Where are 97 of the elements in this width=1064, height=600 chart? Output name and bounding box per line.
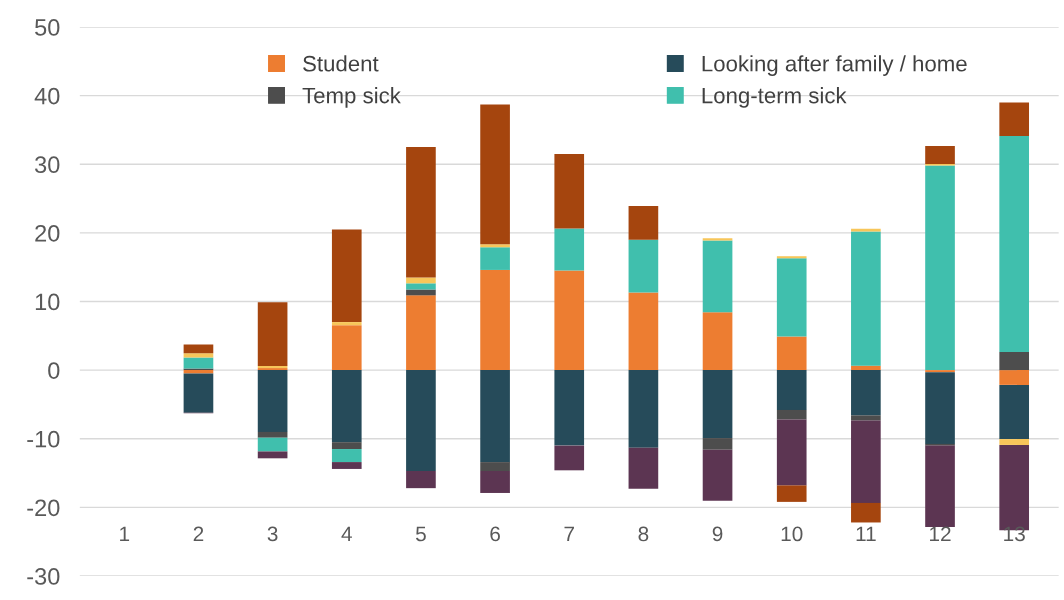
bar (406, 471, 436, 489)
y-tick-label: -20 (27, 499, 60, 517)
bar (554, 445, 585, 471)
bar (776, 258, 807, 337)
bar (628, 370, 659, 448)
y-tick-label: 0 (48, 362, 60, 379)
bar (331, 449, 362, 463)
bar (406, 147, 436, 278)
bar (925, 146, 955, 164)
bar (702, 370, 733, 439)
bar (851, 228, 881, 232)
bar (851, 502, 881, 523)
bar (851, 365, 881, 371)
bar (257, 370, 288, 432)
y-tick-label: 40 (34, 87, 60, 105)
bar (480, 247, 510, 270)
bar (331, 370, 362, 443)
x-tick-label: 1 (120, 526, 130, 542)
bar (480, 462, 510, 471)
bar (776, 336, 807, 371)
x-tick-label: 13 (1004, 526, 1025, 542)
bar (999, 384, 1030, 440)
bar (331, 325, 362, 371)
bar (257, 451, 288, 459)
bar (925, 370, 955, 373)
bar (406, 289, 436, 296)
x-tick-label: 11 (856, 526, 876, 542)
bar (776, 485, 807, 502)
bar (628, 447, 659, 489)
bar (257, 302, 288, 367)
x-tick-label: 3 (267, 526, 278, 542)
bar (999, 102, 1030, 137)
bar (628, 292, 659, 371)
bar (999, 370, 1030, 385)
bar (851, 420, 881, 503)
bar (480, 244, 510, 248)
bar (554, 153, 585, 229)
legend-label: Student (303, 55, 379, 72)
bar (406, 277, 436, 284)
bar (628, 206, 659, 240)
bar (702, 312, 733, 371)
bar (776, 370, 807, 410)
x-tick-label: 9 (712, 526, 723, 542)
bar (851, 415, 881, 421)
bar (702, 449, 733, 501)
legend-label: Long-term sick (702, 87, 847, 108)
legend-label: Temp sick (302, 87, 401, 108)
bar (776, 409, 807, 420)
bar (999, 136, 1030, 352)
bar (183, 344, 214, 354)
bar (406, 295, 436, 371)
bar (331, 442, 362, 450)
bar (331, 322, 362, 326)
bar (702, 238, 733, 241)
bar (406, 370, 436, 471)
bar (925, 445, 955, 527)
bar (851, 370, 881, 416)
bar (554, 270, 585, 371)
bar (776, 256, 807, 259)
y-tick-label: 10 (35, 293, 60, 311)
bar (702, 240, 733, 313)
bar (776, 419, 807, 486)
bar (554, 370, 585, 446)
bar (554, 228, 585, 271)
x-tick-label: 5 (415, 526, 426, 542)
bar (851, 231, 881, 366)
x-tick-label: 6 (490, 526, 500, 542)
x-tick-label: 10 (781, 526, 803, 542)
bar (331, 462, 362, 469)
y-tick-label: 30 (35, 156, 60, 174)
x-tick-label: 12 (930, 526, 951, 542)
bar (628, 239, 659, 293)
bar (480, 370, 510, 463)
bar (406, 283, 436, 290)
legend-label: Looking after family / home (702, 55, 967, 76)
x-tick-label: 2 (193, 526, 204, 542)
bar (257, 431, 288, 438)
x-tick-label: 7 (564, 526, 574, 542)
bar (480, 269, 510, 371)
bar (183, 357, 214, 369)
bar (480, 471, 510, 493)
bar (925, 372, 955, 444)
y-tick-label: 50 (35, 19, 60, 36)
x-tick-label: 4 (341, 526, 352, 542)
bar (183, 353, 214, 358)
y-tick-label: -10 (27, 430, 60, 448)
bar (331, 229, 362, 323)
bar (702, 438, 733, 450)
y-tick-label: -30 (27, 568, 60, 585)
bar (257, 437, 288, 452)
bar (183, 373, 214, 413)
bar (925, 165, 955, 371)
bar (999, 351, 1030, 371)
bar (480, 104, 510, 245)
bar (999, 439, 1030, 445)
y-tick-label: 20 (35, 224, 60, 242)
x-tick-label: 8 (638, 526, 649, 542)
